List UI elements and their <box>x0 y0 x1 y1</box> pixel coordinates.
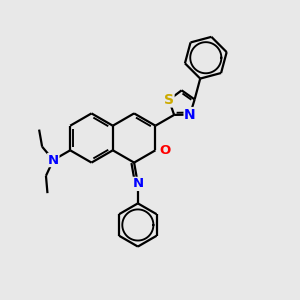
Text: N: N <box>48 154 59 166</box>
Text: O: O <box>159 144 170 157</box>
Text: N: N <box>184 108 196 122</box>
Text: S: S <box>164 93 174 107</box>
Text: N: N <box>132 177 143 190</box>
